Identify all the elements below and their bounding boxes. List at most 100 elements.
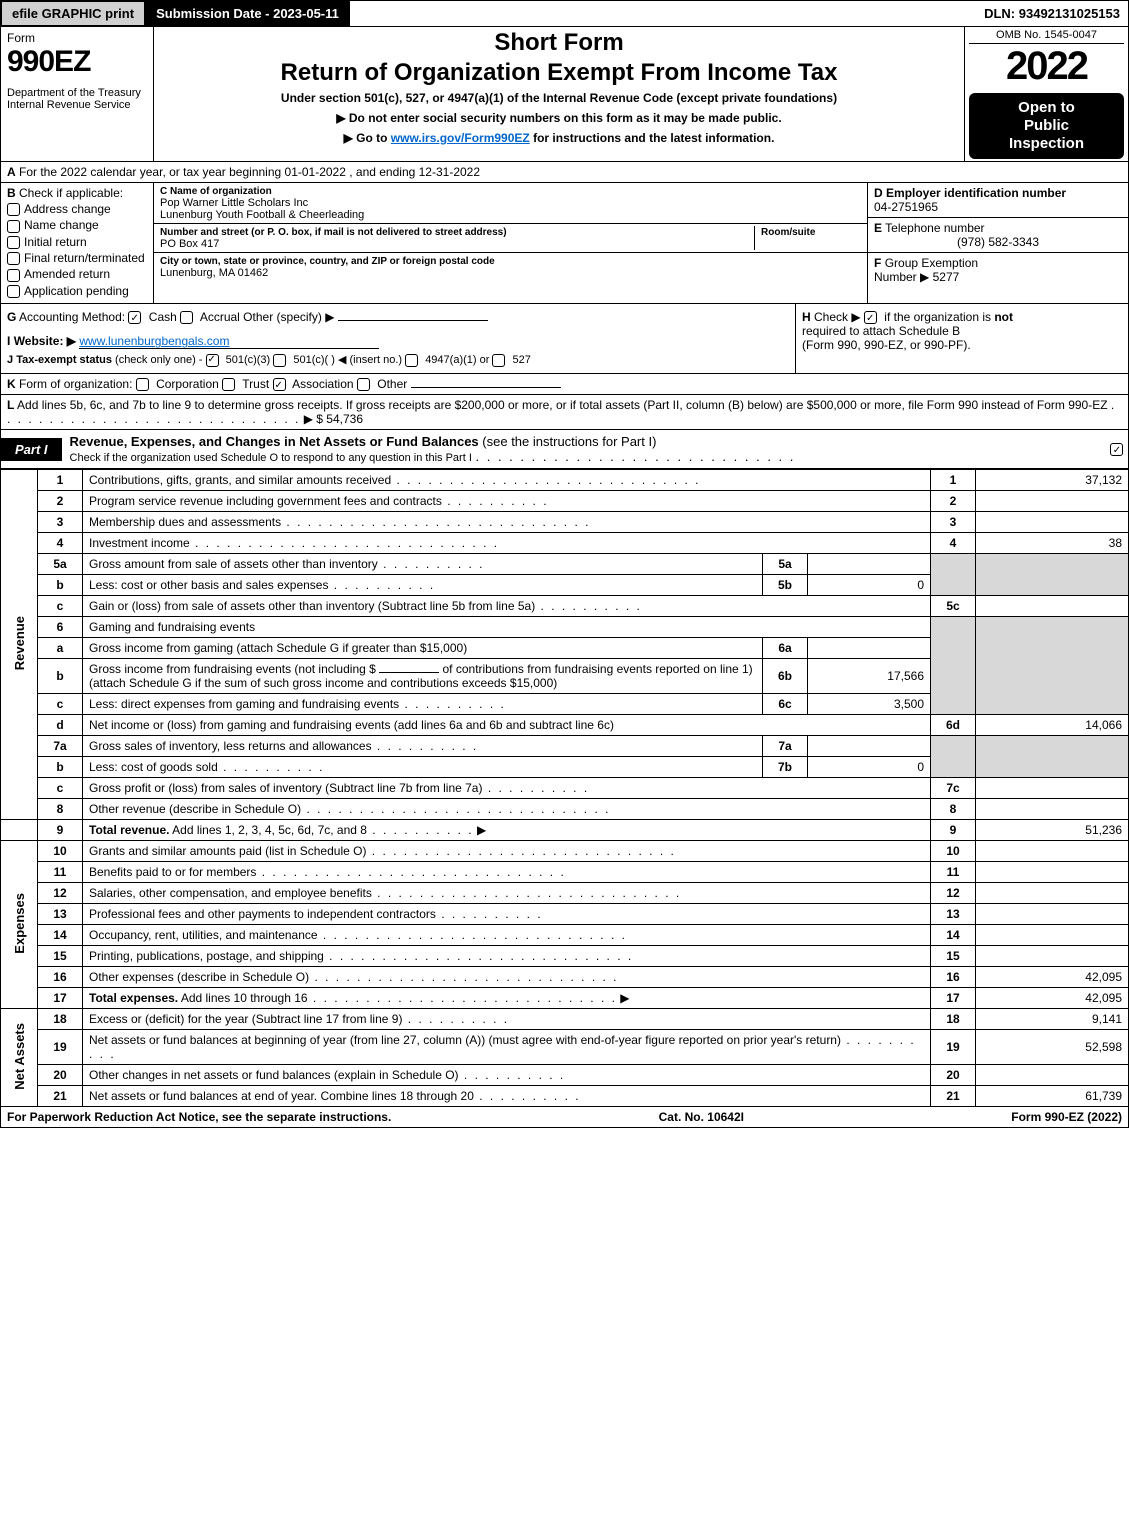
checkbox-trust[interactable] [222,378,235,391]
form-of-org-label: Form of organization: [19,377,132,391]
checkbox-final-return[interactable] [7,252,20,265]
part-i-tab: Part I [1,438,62,461]
checkbox-initial-return[interactable] [7,236,20,249]
form-label: Form [7,31,147,45]
checkbox-corporation[interactable] [136,378,149,391]
checkbox-name-change[interactable] [7,220,20,233]
section-a-label: A [7,165,16,179]
line-3-totno: 3 [931,512,976,533]
line-6c-desc: Less: direct expenses from gaming and fu… [83,694,763,715]
label-initial-return: Initial return [24,235,87,249]
section-c: C Name of organization Pop Warner Little… [154,183,868,303]
line-14-totno: 14 [931,925,976,946]
h-text2: if the organization is [884,310,994,324]
line-6b-no: b [38,659,83,694]
checkbox-application-pending[interactable] [7,285,20,298]
checkbox-501c[interactable] [273,354,286,367]
checkbox-amended-return[interactable] [7,269,20,282]
line-15-desc: Printing, publications, postage, and shi… [83,946,931,967]
line-7b-subval: 0 [808,757,931,778]
efile-print-button[interactable]: efile GRAPHIC print [1,1,145,26]
line-18-totno: 18 [931,1009,976,1030]
line-20-val [976,1065,1129,1086]
label-accrual: Accrual [200,310,240,324]
label-other-method: Other (specify) ▶ [243,310,334,324]
line-4-val: 38 [976,533,1129,554]
ein-value: 04-2751965 [874,200,938,214]
line-18-val: 9,141 [976,1009,1129,1030]
other-org-field[interactable] [411,387,561,388]
section-h: H Check ▶ if the organization is not req… [795,304,1128,373]
room-label: Room/suite [761,227,815,238]
line-4-totno: 4 [931,533,976,554]
line-2-no: 2 [38,491,83,512]
header-center: Short Form Return of Organization Exempt… [154,27,964,161]
label-name-change: Name change [24,218,99,232]
line-6b-subval: 17,566 [808,659,931,694]
tax-exempt-sub: (check only one) - [115,354,202,366]
street-value: PO Box 417 [160,238,219,250]
checkbox-schedule-o[interactable] [1110,443,1123,456]
label-cash: Cash [149,310,177,324]
section-k: K Form of organization: Corporation Trus… [0,374,1129,395]
line-5a-sub: 5a [763,554,808,575]
line-6b-blank[interactable] [379,672,439,673]
line-5c-val [976,596,1129,617]
instr-goto-pre: ▶ Go to [344,131,391,145]
line-4-desc: Investment income [83,533,931,554]
instr-goto: ▶ Go to www.irs.gov/Form990EZ for instru… [160,131,958,145]
line-5a-desc: Gross amount from sale of assets other t… [83,554,763,575]
section-a-text: For the 2022 calendar year, or tax year … [19,165,480,179]
line-10-totno: 10 [931,841,976,862]
tax-exempt-label: Tax-exempt status [16,354,112,366]
line-18-desc: Excess or (deficit) for the year (Subtra… [83,1009,931,1030]
checkbox-other-org[interactable] [357,378,370,391]
line-14-val [976,925,1129,946]
line-11-desc: Benefits paid to or for members [83,862,931,883]
city-value: Lunenburg, MA 01462 [160,267,268,279]
footer-left: For Paperwork Reduction Act Notice, see … [7,1110,391,1124]
other-method-field[interactable] [338,320,488,321]
checkbox-cash[interactable] [128,311,141,324]
open-line3: Inspection [971,135,1122,153]
checkbox-schedule-b[interactable] [864,311,877,324]
line-12-no: 12 [38,883,83,904]
line-6a-desc: Gross income from gaming (attach Schedul… [83,638,763,659]
checkbox-527[interactable] [492,354,505,367]
part-i-check-text: Check if the organization used Schedule … [70,452,472,464]
line-11-totno: 11 [931,862,976,883]
line-17-val: 42,095 [976,988,1129,1009]
website-link[interactable]: www.lunenburgbengals.com [79,334,229,348]
line-2-totno: 2 [931,491,976,512]
submission-date-button[interactable]: Submission Date - 2023-05-11 [145,1,350,26]
line-9-val: 51,236 [976,820,1129,841]
checkbox-4947[interactable] [405,354,418,367]
line-10-desc: Grants and similar amounts paid (list in… [83,841,931,862]
checkbox-address-change[interactable] [7,203,20,216]
line-21-val: 61,739 [976,1086,1129,1107]
dln-label-text: DLN: [984,6,1015,21]
line-17-totno: 17 [931,988,976,1009]
line-7c-val [976,778,1129,799]
line-7c-desc: Gross profit or (loss) from sales of inv… [83,778,931,799]
checkbox-501c3[interactable] [206,354,219,367]
line-17-desc: Total expenses. Add lines 10 through 16 … [83,988,931,1009]
checkbox-association[interactable] [273,378,286,391]
line-6-shaded-val [976,617,1129,715]
label-association: Association [292,377,353,391]
line-6d-desc: Net income or (loss) from gaming and fun… [83,715,931,736]
irs-link[interactable]: www.irs.gov/Form990EZ [391,131,530,145]
line-2-desc: Program service revenue including govern… [83,491,931,512]
line-5b-desc: Less: cost or other basis and sales expe… [83,575,763,596]
line-14-desc: Occupancy, rent, utilities, and maintena… [83,925,931,946]
section-b-label: B [7,186,16,200]
line-6-desc: Gaming and fundraising events [83,617,931,638]
checkbox-accrual[interactable] [180,311,193,324]
line-19-val: 52,598 [976,1030,1129,1065]
line-6-shaded [931,617,976,715]
line-14-no: 14 [38,925,83,946]
phone-value: (978) 582-3343 [874,235,1122,249]
open-line2: Public [971,117,1122,135]
line-5a-subval [808,554,931,575]
website-label: Website: ▶ [14,334,76,348]
